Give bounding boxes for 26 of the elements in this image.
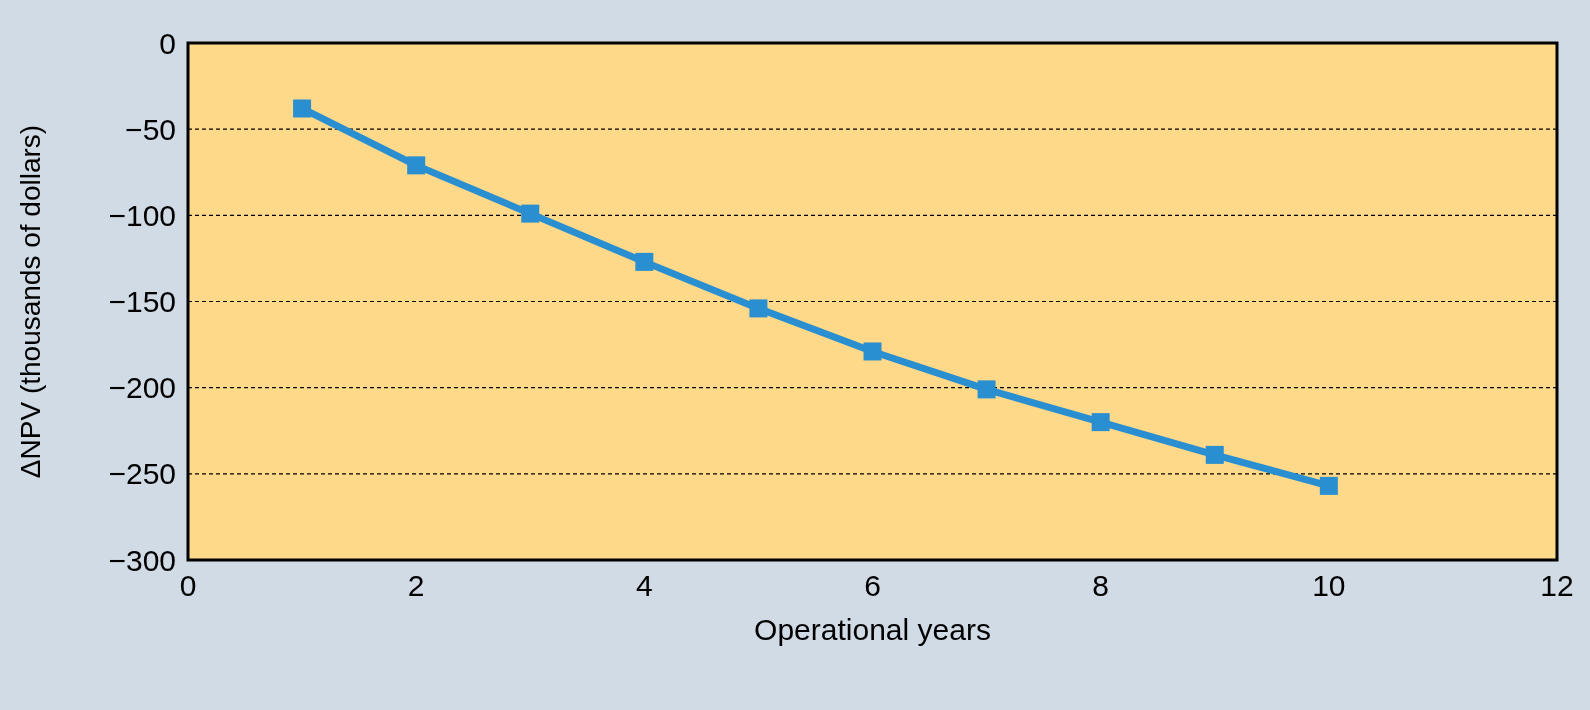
point — [749, 299, 768, 318]
x-tick-label: 2 — [407, 569, 425, 602]
point — [635, 252, 654, 271]
point — [293, 99, 312, 118]
y-tick-label: −300 — [108, 543, 176, 577]
x-tick-label: 8 — [1092, 569, 1110, 602]
point — [1091, 413, 1110, 432]
point — [407, 156, 426, 175]
x-tick-label: 4 — [635, 569, 653, 602]
x-tick-label: 0 — [179, 569, 197, 602]
x-tick-label: 12 — [1540, 569, 1574, 602]
point — [863, 342, 882, 361]
y-tick-label: −50 — [125, 112, 176, 146]
point — [1205, 445, 1224, 464]
point — [977, 380, 996, 399]
y-axis-title: ΔNPV (thousands of dollars) — [15, 124, 46, 479]
y-tick-label: −150 — [108, 285, 176, 318]
x-tick-label: 10 — [1312, 569, 1346, 602]
y-tick-label: 0 — [159, 26, 176, 60]
point — [1319, 476, 1338, 495]
x-tick-label: 6 — [864, 569, 881, 602]
y-tick-label: −250 — [108, 457, 176, 491]
y-tick-label: −200 — [108, 371, 176, 405]
x-axis-title: Operational years — [754, 613, 991, 646]
point — [521, 204, 540, 223]
y-tick-label: −100 — [108, 198, 176, 232]
